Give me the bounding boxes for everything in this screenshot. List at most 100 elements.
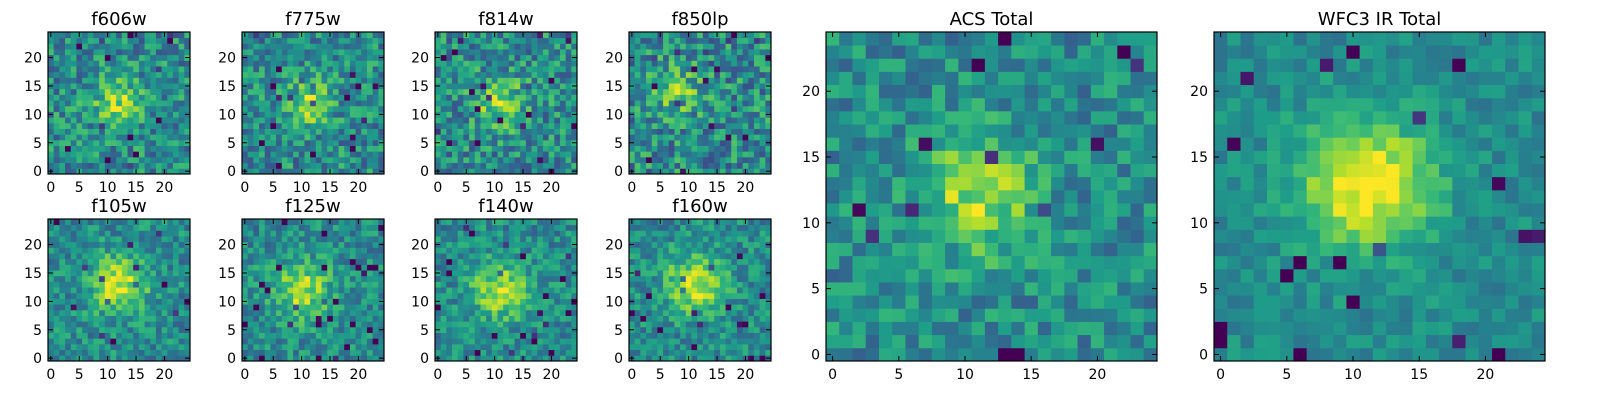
x-tick-label: 20 xyxy=(543,367,561,383)
heatmap-cell xyxy=(93,32,100,39)
heatmap-cell xyxy=(491,37,498,44)
heatmap-cell xyxy=(161,71,168,78)
heatmap-cell xyxy=(287,94,294,101)
heatmap-cell xyxy=(127,309,134,316)
heatmap-cell xyxy=(53,253,60,260)
heatmap-cell xyxy=(531,219,538,226)
heatmap-cell xyxy=(276,332,283,339)
heatmap-cell xyxy=(184,105,191,112)
heatmap-cell xyxy=(640,298,647,305)
heatmap-cell xyxy=(480,60,487,67)
heatmap-cell xyxy=(133,258,140,265)
heatmap-cell xyxy=(542,275,549,282)
heatmap-cell xyxy=(685,94,692,101)
heatmap-cell xyxy=(315,275,322,282)
heatmap-cell xyxy=(327,338,334,345)
heatmap-cell xyxy=(685,105,692,112)
heatmap-cell xyxy=(366,343,374,351)
heatmap-cell xyxy=(378,49,385,56)
heatmap-cell xyxy=(127,349,134,356)
heatmap-cell xyxy=(355,338,362,345)
y-tick-label: 20 xyxy=(218,51,236,67)
heatmap-cell xyxy=(298,236,305,243)
heatmap-cell xyxy=(242,88,249,95)
heatmap-cell xyxy=(708,94,715,101)
heatmap-cell xyxy=(634,332,641,339)
heatmap-cell xyxy=(338,230,345,237)
heatmap-cell xyxy=(435,287,442,294)
axes-frame xyxy=(434,31,578,175)
heatmap-cell xyxy=(150,247,157,254)
heatmap-cell xyxy=(70,54,77,61)
heatmap-cell xyxy=(133,247,140,254)
heatmap-cell xyxy=(514,355,521,362)
heatmap-cell xyxy=(121,230,128,237)
heatmap-cell xyxy=(247,270,254,277)
heatmap-cell xyxy=(276,105,283,112)
heatmap-cell xyxy=(133,117,140,124)
heatmap-cell xyxy=(161,309,168,316)
heatmap-cell xyxy=(276,122,283,129)
heatmap-cell xyxy=(685,275,692,282)
x-tick-label: 0 xyxy=(433,367,442,383)
heatmap-cell xyxy=(559,111,567,118)
x-tick-label: 15 xyxy=(127,367,145,383)
heatmap-cell xyxy=(366,315,374,322)
heatmap-cell xyxy=(554,168,561,175)
heatmap-cell xyxy=(281,230,288,237)
heatmap-cell xyxy=(172,253,180,260)
heatmap-cell xyxy=(651,37,658,44)
heatmap-cell xyxy=(629,134,636,141)
heatmap-cell xyxy=(446,168,453,175)
heatmap-cell xyxy=(497,145,504,152)
heatmap-cell xyxy=(378,253,385,260)
heatmap-cell xyxy=(731,134,738,141)
heatmap-cell xyxy=(247,122,254,129)
heatmap-cell xyxy=(503,338,510,345)
heatmap-cell xyxy=(702,105,709,112)
heatmap-cell xyxy=(93,139,100,146)
heatmap-cell xyxy=(554,94,561,101)
heatmap-cell xyxy=(293,355,300,362)
heatmap-cell xyxy=(537,105,544,112)
heatmap-cell xyxy=(366,258,374,265)
heatmap-cell xyxy=(127,83,134,90)
heatmap-cell xyxy=(629,304,636,311)
heatmap-cell xyxy=(298,37,305,44)
heatmap-cell xyxy=(270,287,277,294)
heatmap-cell xyxy=(361,304,368,311)
heatmap-cell xyxy=(138,71,145,78)
heatmap-cell xyxy=(480,236,487,243)
heatmap-cell xyxy=(486,83,493,90)
heatmap-cell xyxy=(93,168,100,175)
heatmap-cell xyxy=(640,83,647,90)
heatmap-cell xyxy=(298,298,305,305)
heatmap-cell xyxy=(378,145,385,152)
heatmap-cell xyxy=(127,315,134,322)
heatmap-cell xyxy=(503,60,510,67)
heatmap-cell xyxy=(82,355,89,362)
heatmap-cell xyxy=(680,43,687,50)
heatmap-cell xyxy=(48,258,55,265)
heatmap-cell xyxy=(508,219,515,226)
heatmap-cell xyxy=(731,151,738,158)
heatmap-cell xyxy=(76,321,83,328)
heatmap-cell xyxy=(651,49,658,56)
heatmap-cell xyxy=(668,349,675,356)
heatmap-cell xyxy=(310,60,317,67)
heatmap-cell xyxy=(708,332,715,339)
heatmap-cell xyxy=(531,32,538,39)
heatmap-cell xyxy=(167,145,174,152)
heatmap-cell xyxy=(491,247,498,254)
heatmap-cell xyxy=(167,37,174,44)
heatmap-cell xyxy=(537,258,544,265)
heatmap-cell xyxy=(372,321,379,328)
heatmap-cell xyxy=(366,83,374,90)
heatmap-cell xyxy=(452,241,459,248)
heatmap-cell xyxy=(127,128,134,135)
heatmap-cell xyxy=(355,83,362,90)
heatmap-cell xyxy=(116,236,123,243)
heatmap-cell xyxy=(736,275,743,282)
heatmap-cell xyxy=(629,49,636,56)
heatmap-cell xyxy=(520,258,527,265)
